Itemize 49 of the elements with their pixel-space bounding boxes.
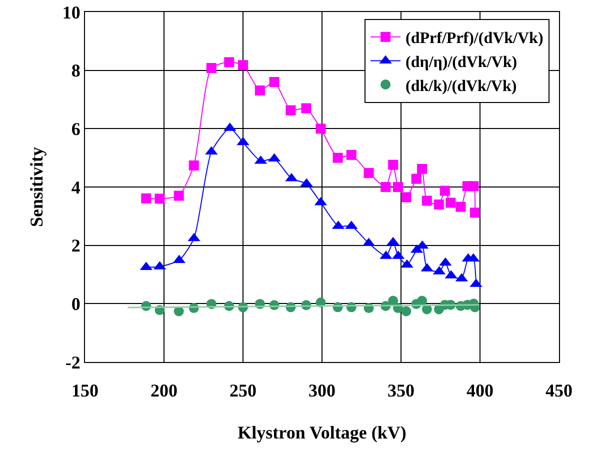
point [364, 168, 374, 178]
x-tick-label: 350 [388, 380, 414, 401]
point [434, 200, 444, 210]
x-tick-label: 200 [150, 380, 178, 401]
x-axis-title: Klystron Voltage (kV) [238, 422, 406, 443]
y-tick-label: 10 [62, 2, 80, 22]
legend-label: (dη/η)/(dVk/Vk) [406, 54, 518, 71]
point [446, 198, 456, 208]
point [188, 160, 199, 170]
y-tick-label: 8 [71, 60, 80, 81]
x-tick-label: 450 [546, 380, 572, 401]
point [224, 57, 234, 68]
point [411, 174, 422, 184]
point [456, 202, 466, 212]
y-tick-label: 6 [71, 118, 80, 139]
point [206, 63, 216, 73]
x-tick-label: 250 [230, 380, 256, 401]
point [380, 182, 391, 192]
point [154, 194, 165, 204]
point [316, 124, 326, 134]
y-tick-label: 0 [71, 294, 80, 314]
x-tick-label: 150 [72, 380, 98, 401]
point [238, 60, 248, 70]
point [141, 193, 152, 204]
point [393, 182, 403, 192]
point [346, 150, 356, 160]
y-tick-label: -2 [65, 352, 80, 372]
point [269, 77, 280, 87]
point [301, 103, 312, 114]
point [470, 208, 480, 218]
point [286, 105, 296, 116]
legend-label: (dk/k)/(dVk/Vk) [406, 78, 517, 95]
y-tick-label: 4 [71, 177, 80, 198]
point [422, 196, 432, 206]
legend-label: (dPrf/Prf)/(dVk/Vk) [406, 30, 544, 48]
point [174, 190, 184, 201]
point [440, 186, 450, 196]
point [417, 164, 428, 174]
x-tick-label: 400 [466, 380, 494, 401]
y-tick-label: 2 [71, 236, 80, 256]
point [254, 85, 265, 96]
point [417, 296, 428, 306]
point [332, 152, 343, 163]
point [468, 181, 479, 192]
point [401, 306, 412, 316]
point [388, 160, 398, 170]
x-tick-label: 300 [308, 380, 336, 401]
y-axis-title: Sensitivity [26, 146, 47, 228]
point [401, 192, 412, 202]
